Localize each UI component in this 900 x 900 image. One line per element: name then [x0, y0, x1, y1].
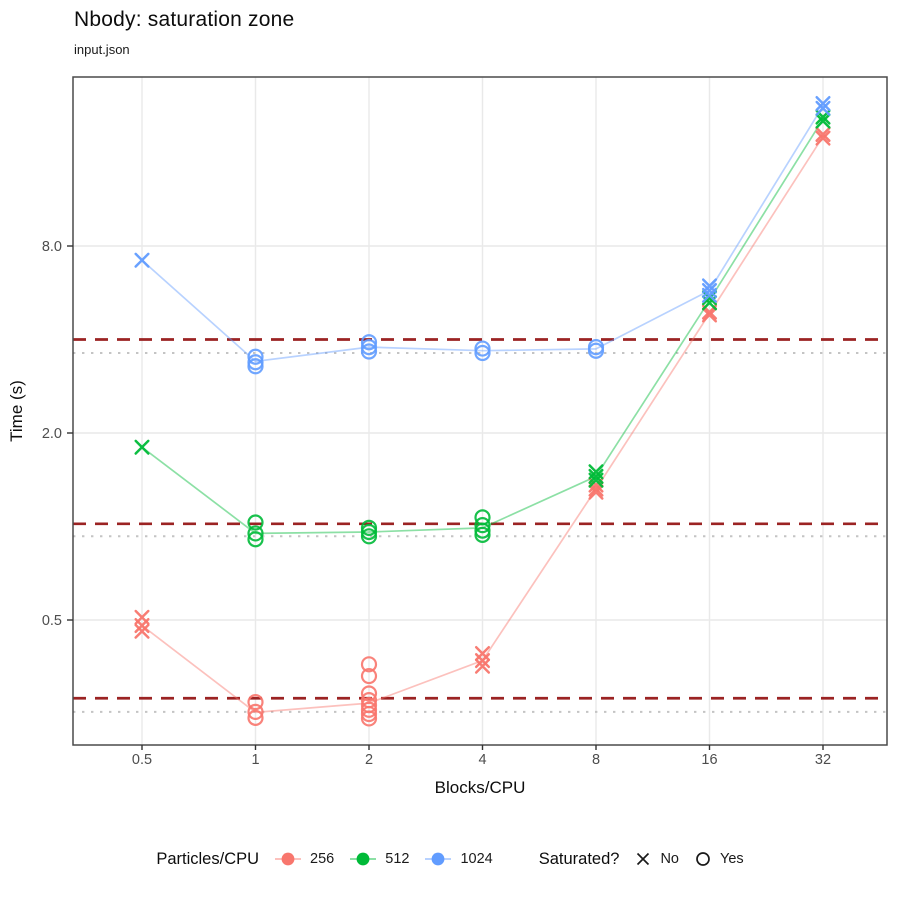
point-circle-256: [360, 705, 378, 723]
point-x-512: [588, 468, 604, 484]
x-tick-label: 8: [592, 752, 600, 768]
legend-item-512: 512: [348, 849, 409, 869]
point-circle-256: [360, 701, 378, 718]
x-tick-label: 4: [478, 752, 486, 768]
point-circle-256: [247, 709, 264, 726]
point-circle-256: [360, 685, 378, 702]
panel-border: [72, 76, 888, 746]
x-tick-label: 32: [815, 752, 831, 768]
point-x-256: [815, 126, 831, 142]
point-circle-256: [360, 710, 378, 727]
plot-area: 0.5 1 2 4 8 16 32 0.5 2.0 8.0 Blocks/CPU Time (s): [7, 76, 888, 797]
y-tick-label: 2.0: [42, 426, 62, 442]
legend: Particles/CPU 256 512 1024 Saturated?: [0, 836, 900, 882]
point-circle-512: [474, 526, 491, 543]
legend-color-title: Particles/CPU: [156, 849, 260, 868]
x-tick-label: 2: [365, 752, 373, 768]
x-axis-title: Blocks/CPU: [435, 778, 526, 797]
point-x-1024: [134, 252, 150, 268]
point-x-256: [134, 617, 150, 634]
legend-label: 1024: [460, 851, 493, 867]
point-x-256: [701, 307, 718, 323]
point-x-1024: [815, 95, 831, 112]
legend-group-shape: Saturated? No Yes: [539, 849, 744, 869]
point-x-256: [588, 484, 604, 500]
point-circle-512: [360, 519, 378, 536]
legend-label: Yes: [720, 851, 744, 867]
legend-label: 256: [310, 851, 335, 867]
circle-icon: [696, 852, 710, 866]
series-key-icon: [350, 852, 377, 866]
point-circle-1024: [474, 344, 491, 362]
legend-label: No: [660, 851, 679, 867]
point-circle-256: [247, 694, 264, 711]
y-tick-label: 0.5: [42, 613, 62, 629]
legend-item-no: No: [633, 849, 679, 869]
chart-title: Nbody: saturation zone: [74, 8, 295, 31]
point-circle-512: [474, 522, 491, 539]
y-tick-label: 8.0: [42, 239, 62, 255]
series-key-icon: [425, 852, 452, 866]
point-circle-256: [360, 656, 378, 673]
legend-label: 512: [385, 851, 410, 867]
point-x-256: [815, 130, 831, 146]
point-circle-512: [247, 514, 264, 531]
legend-item-1024: 1024: [423, 849, 493, 869]
legend-item-256: 256: [273, 849, 334, 869]
point-circle-512: [360, 528, 378, 545]
point-circle-512: [474, 517, 491, 534]
point-circle-1024: [360, 343, 378, 360]
legend-group-color: Particles/CPU 256 512 1024: [156, 849, 492, 869]
point-circle-256: [360, 667, 378, 685]
point-circle-512: [247, 525, 264, 542]
point-circle-1024: [247, 348, 264, 365]
series-key-icon: [275, 852, 302, 866]
point-circle-512: [360, 523, 378, 541]
panel-background: [73, 77, 887, 745]
x-tick-label: 1: [251, 752, 259, 768]
point-x-1024: [815, 100, 831, 116]
point-x-512: [134, 439, 150, 455]
y-axis-title: Time (s): [7, 380, 26, 442]
point-circle-1024: [247, 358, 264, 375]
point-x-256: [134, 623, 150, 639]
point-circle-256: [247, 703, 264, 720]
point-x-1024: [701, 282, 718, 299]
point-circle-1024: [474, 340, 491, 357]
point-circle-512: [247, 531, 264, 548]
point-circle-1024: [360, 339, 378, 356]
x-tick-label: 0.5: [132, 752, 152, 768]
point-x-256: [474, 653, 491, 669]
x-icon: [637, 852, 650, 866]
point-circle-1024: [360, 334, 378, 351]
chart-subtitle: input.json: [74, 42, 130, 57]
point-x-512: [588, 472, 604, 488]
point-x-256: [474, 658, 491, 674]
point-x-1024: [701, 287, 718, 303]
point-x-512: [815, 113, 831, 129]
point-circle-1024: [587, 342, 605, 359]
x-tick-label: 16: [701, 752, 717, 768]
legend-shape-title: Saturated?: [538, 849, 620, 868]
legend-item-yes: Yes: [693, 849, 744, 869]
